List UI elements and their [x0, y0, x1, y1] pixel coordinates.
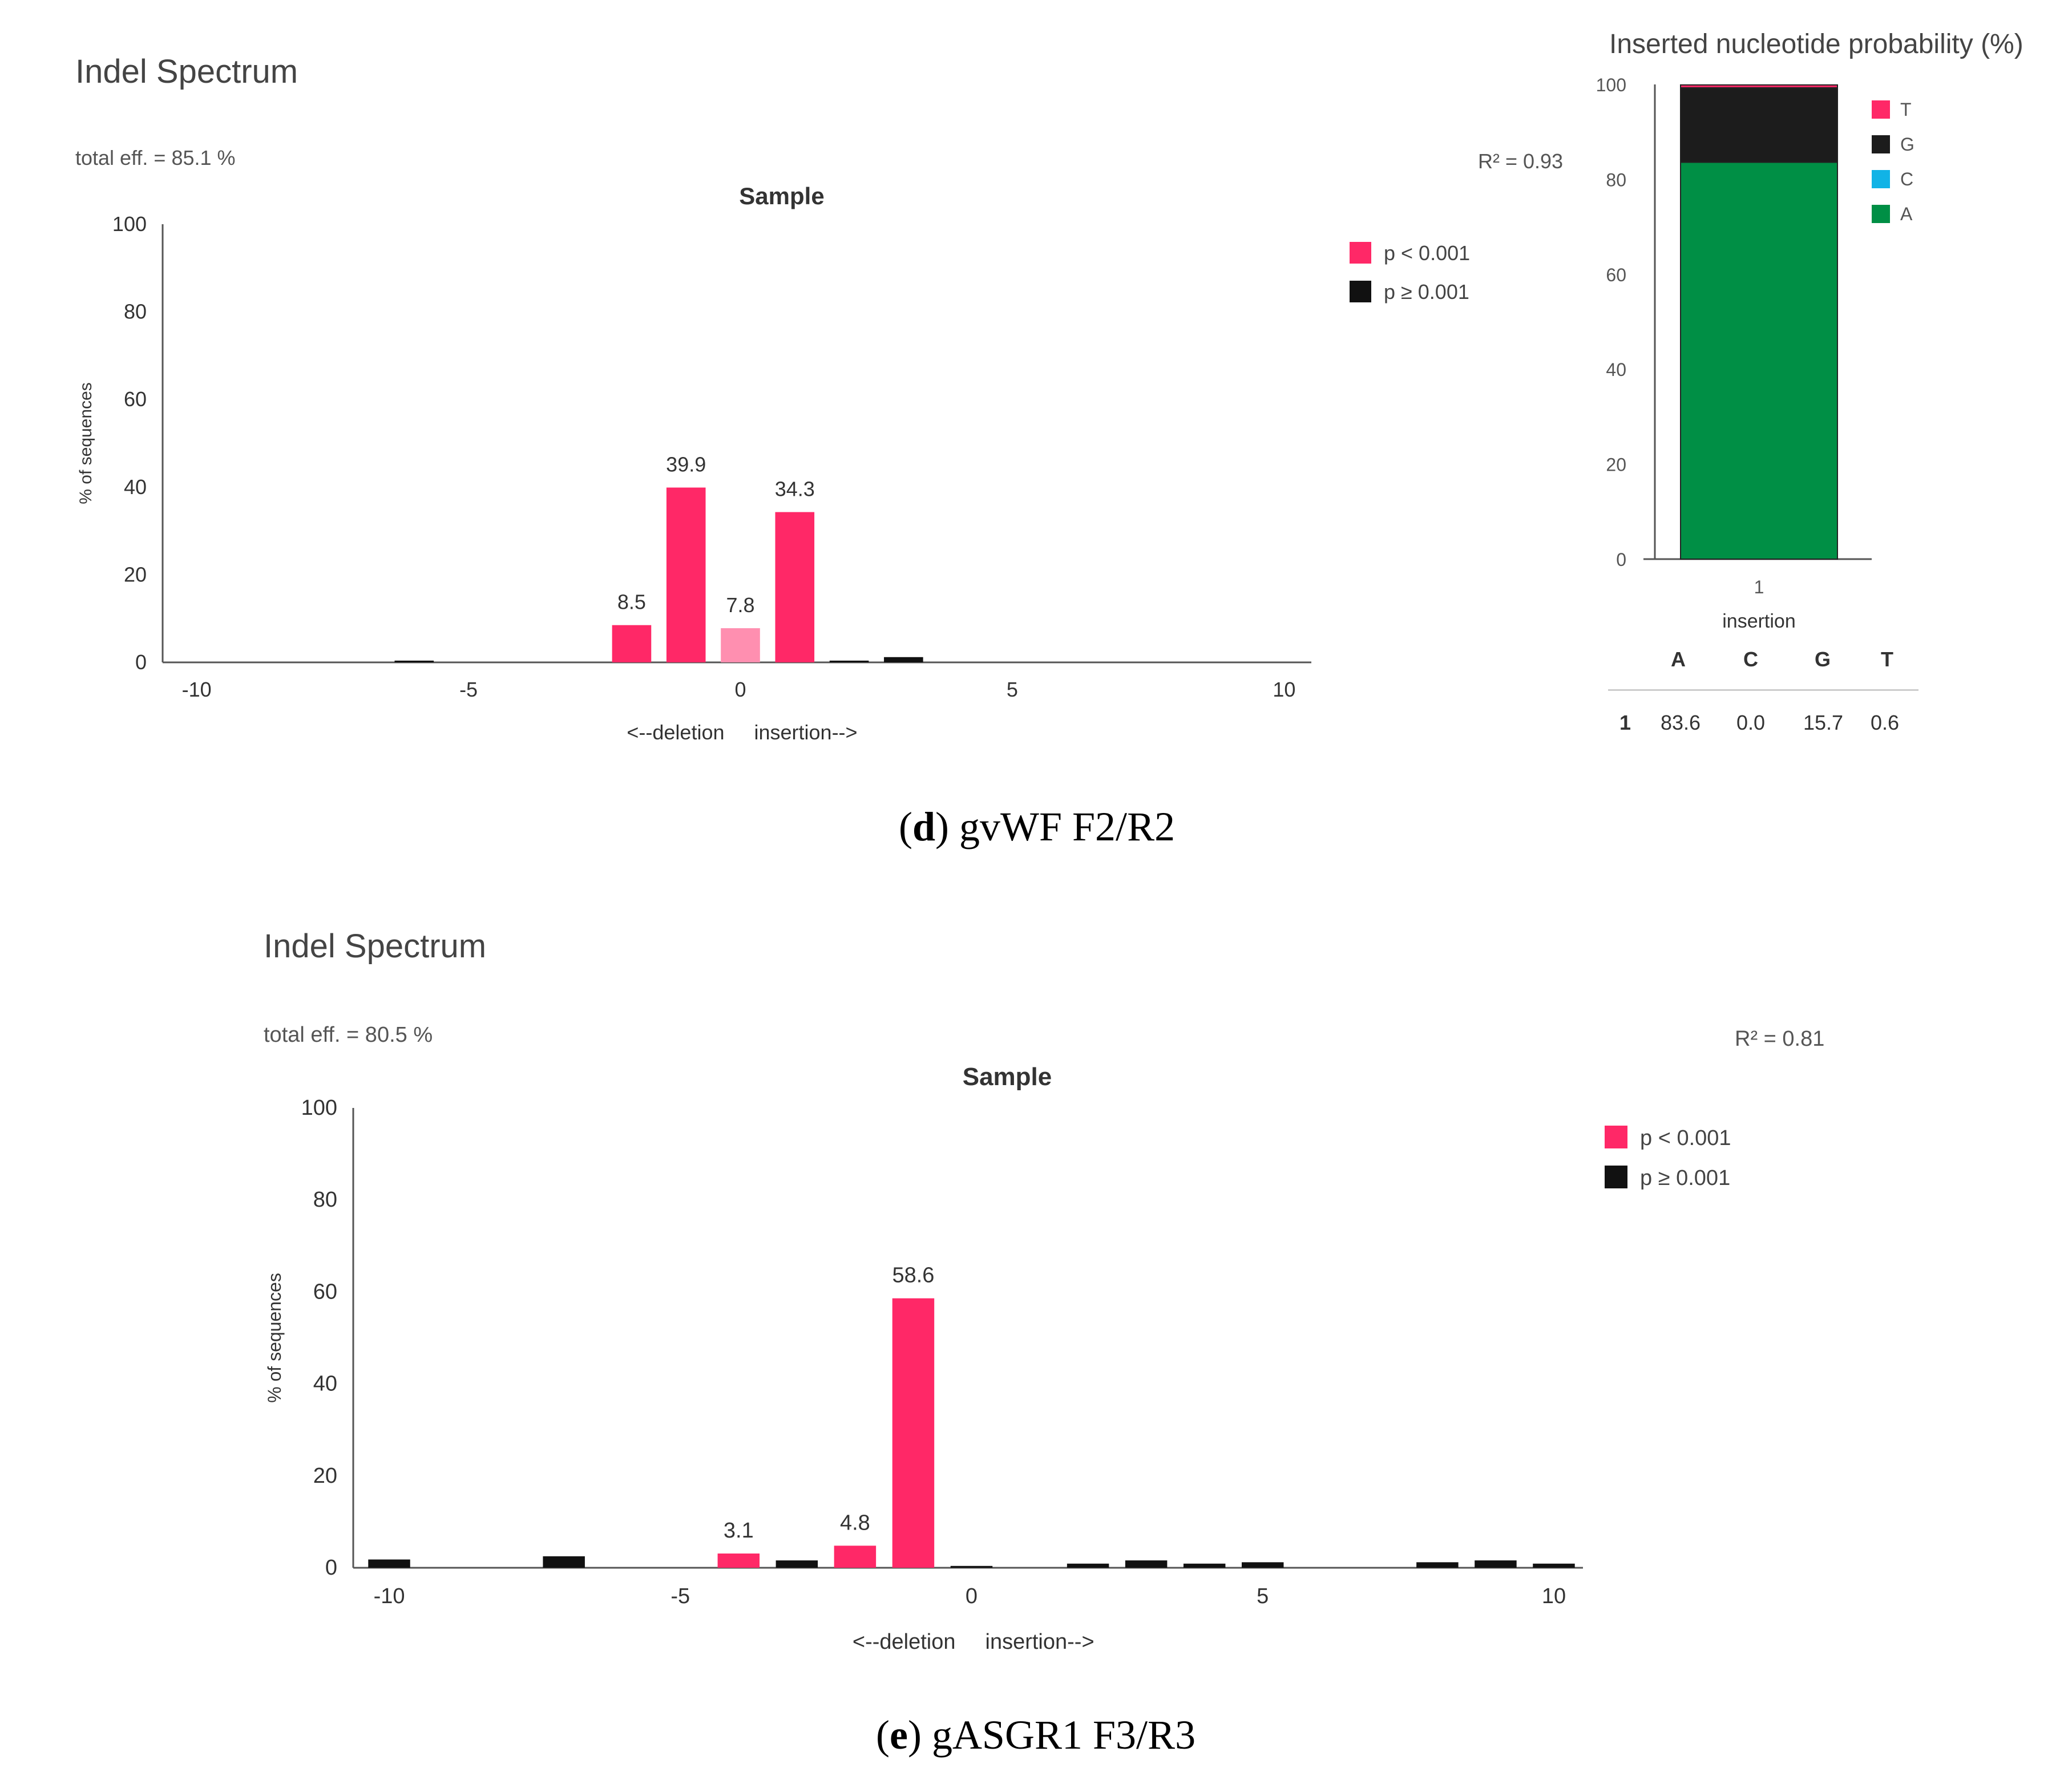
- panel-e-legend-label: p < 0.001: [1640, 1126, 1731, 1150]
- panel-e-chart-title: Sample: [963, 1063, 1052, 1091]
- panel-e-ytick-label: 80: [313, 1188, 337, 1212]
- nucleotide-legend-label: T: [1900, 99, 1912, 120]
- nucleotide-table-header-t: T: [1881, 648, 1893, 671]
- panel-e-bar: [1125, 1560, 1167, 1568]
- panel-e-bar: [892, 1298, 934, 1568]
- panel-e-indel-chart: Sample 0 20 40 60 80 100 -10 -5 0 5 10 % of sequence…: [0, 0, 1826, 1712]
- panel-e-legend-label: p ≥ 0.001: [1640, 1166, 1730, 1190]
- panel-e-xtick-label: 5: [1257, 1584, 1269, 1608]
- nucleotide-legend-label: C: [1900, 169, 1913, 189]
- panel-e-caption-letter: e: [890, 1712, 908, 1758]
- panel-e-xtick-label: 0: [966, 1584, 978, 1608]
- panel-e-ytick-label: 20: [313, 1464, 337, 1488]
- panel-e-bar: [776, 1560, 818, 1568]
- panel-e-ytick-label: 60: [313, 1280, 337, 1304]
- nucleotide-legend-swatch: [1872, 205, 1890, 223]
- panel-e-bar: [368, 1559, 410, 1568]
- panel-e-y-axis-label: % of sequences: [264, 1273, 285, 1403]
- nucleotide-legend-swatch: [1872, 170, 1890, 188]
- panel-e-bar: [1242, 1562, 1283, 1568]
- nucleotide-legend-label: G: [1900, 134, 1915, 155]
- panel-e-bar: [543, 1556, 584, 1568]
- panel-e-bar: [1184, 1564, 1225, 1568]
- panel-e-caption: (e) gASGR1 F3/R3: [876, 1712, 1195, 1759]
- panel-e-caption-text: gASGR1 F3/R3: [932, 1712, 1195, 1758]
- panel-e-xtick-label: -10: [374, 1584, 405, 1608]
- panel-e-bar: [1475, 1560, 1516, 1568]
- panel-e-bar: [951, 1566, 992, 1568]
- panel-e-xtick-label: 10: [1542, 1584, 1566, 1608]
- panel-e-legend-swatch: [1605, 1126, 1627, 1148]
- panel-e-ytick-label: 0: [325, 1556, 337, 1580]
- nucleotide-legend-label: A: [1900, 204, 1913, 224]
- panel-e-bar-label: 4.8: [840, 1511, 870, 1535]
- panel-e-legend-swatch: [1605, 1166, 1627, 1188]
- nucleotide-legend-swatch: [1872, 135, 1890, 153]
- panel-e-x-label-deletion: <--deletion: [853, 1630, 956, 1654]
- panel-e-bar: [718, 1554, 760, 1568]
- panel-e-ytick-label: 100: [301, 1096, 337, 1120]
- panel-e-x-label-insertion: insertion-->: [985, 1630, 1094, 1654]
- panel-e-xtick-label: -5: [671, 1584, 690, 1608]
- nucleotide-legend-swatch: [1872, 100, 1890, 119]
- nucleotide-value-t: 0.6: [1871, 711, 1899, 735]
- panel-e-bar: [834, 1546, 876, 1568]
- panel-e-bar: [1067, 1564, 1109, 1568]
- panel-e-bar: [1416, 1562, 1458, 1568]
- panel-e-bar-label: 58.6: [892, 1264, 934, 1288]
- panel-e-bar-label: 3.1: [724, 1519, 754, 1543]
- panel-e-ytick-label: 40: [313, 1372, 337, 1396]
- panel-e-bar: [1533, 1564, 1574, 1568]
